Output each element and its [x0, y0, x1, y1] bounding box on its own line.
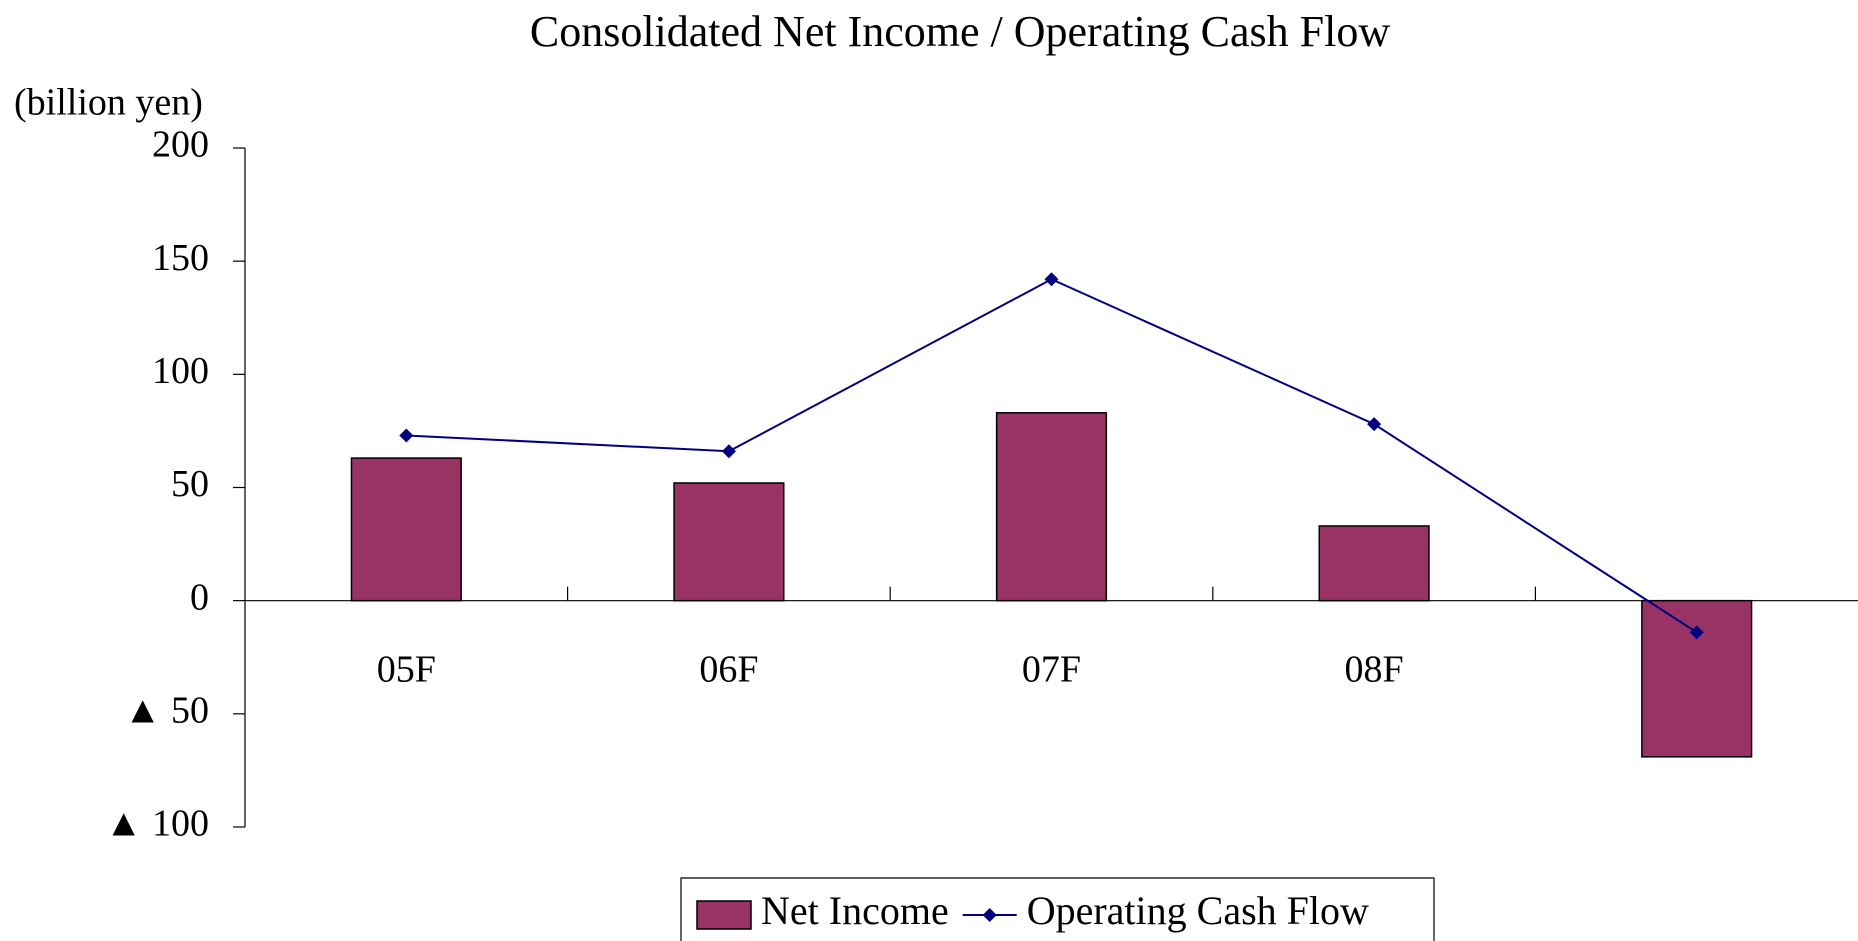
y-tick-label: ▲ 100: [105, 803, 209, 845]
y-tick-label: 0: [190, 576, 209, 618]
bar: [1318, 525, 1430, 602]
legend-label: Net Income: [761, 888, 949, 933]
marker: [1044, 272, 1059, 287]
legend-box: [680, 877, 1435, 941]
x-tick-label: 07F: [1022, 648, 1081, 690]
y-tick-label: 100: [152, 350, 209, 392]
marker: [721, 444, 736, 459]
legend-swatch: [696, 900, 752, 930]
marker: [1367, 417, 1382, 432]
marker: [1689, 625, 1704, 640]
bar: [995, 412, 1108, 602]
chart-title: Consolidated Net Income / Operating Cash…: [530, 7, 1391, 56]
x-tick-label: 05F: [377, 648, 436, 690]
bar: [350, 457, 462, 602]
bar: [1641, 599, 1753, 758]
y-tick-label: 150: [152, 237, 209, 279]
bar: [673, 482, 785, 602]
legend-marker: [982, 908, 997, 922]
legend-label: Operating Cash Flow: [1027, 888, 1369, 933]
y-axis-label: (billion yen): [14, 82, 203, 124]
y-tick-label: ▲ 50: [124, 690, 209, 732]
marker: [399, 428, 414, 443]
y-tick-label: 200: [152, 124, 209, 166]
x-tick-label: 06F: [699, 648, 758, 690]
x-tick-label: 08F: [1345, 648, 1404, 690]
y-tick-label: 50: [171, 463, 209, 505]
